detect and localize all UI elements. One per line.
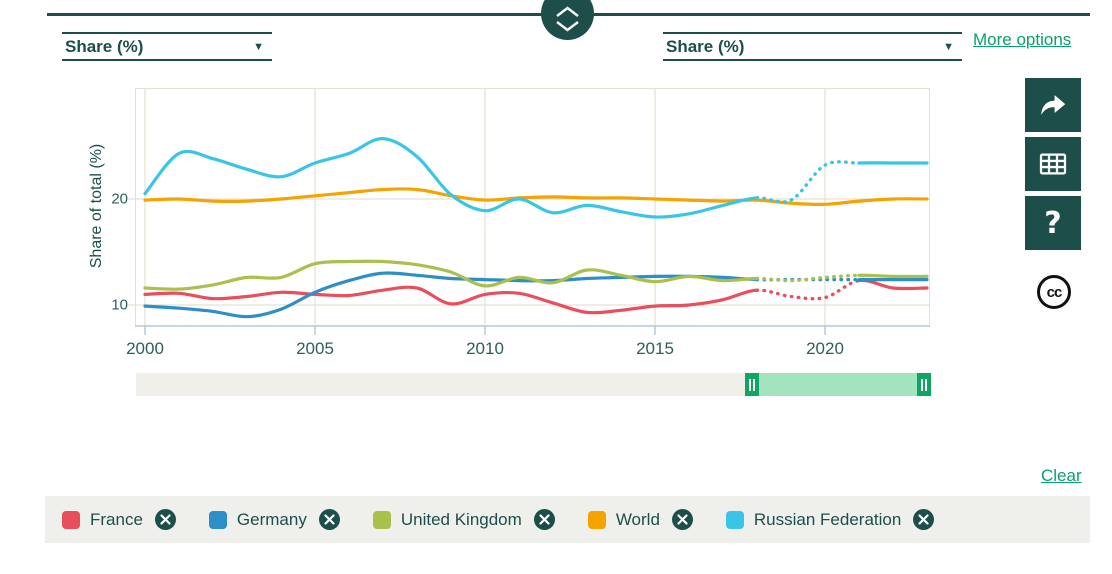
chevron-down-icon: ▼ [943, 40, 954, 53]
close-icon [539, 514, 550, 525]
close-icon [677, 514, 688, 525]
legend-swatch [587, 510, 606, 529]
x-axis-tick-label: 2020 [806, 339, 844, 358]
chevron-up-down-icon [556, 6, 579, 32]
series-line-france[interactable] [143, 285, 759, 315]
legend-swatch [725, 510, 744, 529]
legend-item-world: World [587, 509, 693, 530]
right-unit-select-value: Share (%) [666, 36, 745, 56]
series-line-united-kingdom[interactable] [755, 273, 861, 283]
slider-right-handle[interactable] [917, 373, 931, 396]
legend-item-united-kingdom: United Kingdom [372, 509, 555, 530]
y-axis-tick-label: 20 [111, 190, 128, 208]
legend-remove-button[interactable] [671, 509, 693, 530]
legend-remove-button[interactable] [533, 509, 555, 530]
legend-remove-button[interactable] [913, 509, 935, 530]
series-line-germany[interactable] [143, 271, 759, 319]
right-unit-select[interactable]: Share (%) ▼ [663, 32, 962, 61]
close-icon [160, 514, 171, 525]
slider-left-handle[interactable] [745, 373, 759, 396]
series-line-world[interactable] [143, 187, 929, 206]
legend-label: United Kingdom [400, 509, 522, 529]
close-icon [324, 514, 335, 525]
question-mark-icon: ? [1044, 205, 1062, 241]
legend-item-russian-federation: Russian Federation [725, 509, 935, 530]
left-unit-select[interactable]: Share (%) ▼ [62, 32, 272, 61]
series-line-russian-federation[interactable] [755, 160, 861, 204]
legend-swatch [62, 510, 80, 529]
legend-swatch [372, 510, 391, 529]
slider-selected-range[interactable] [745, 373, 931, 396]
legend-label: Germany [236, 509, 307, 529]
series-line-united-kingdom[interactable] [857, 273, 929, 279]
legend-remove-button[interactable] [154, 509, 176, 530]
chart-plot-area[interactable] [128, 88, 930, 336]
x-axis-tick-label: 2005 [296, 339, 334, 358]
close-icon [918, 514, 929, 525]
table-icon [1039, 153, 1067, 175]
more-options-link[interactable]: More options [973, 30, 1072, 49]
legend-bar: France Germany United Kingdom World Russian … [45, 496, 1090, 543]
chevron-down-icon: ▼ [253, 40, 264, 53]
series-line-russian-federation[interactable] [143, 137, 759, 219]
x-axis-tick-label: 2015 [636, 339, 674, 358]
legend-item-germany: Germany [208, 509, 340, 530]
legend-label: World [615, 509, 660, 529]
legend-label: France [90, 509, 143, 529]
share-arrow-icon [1041, 95, 1066, 115]
legend-remove-button[interactable] [318, 509, 340, 530]
left-unit-select-value: Share (%) [65, 36, 144, 56]
series-line-france[interactable] [755, 278, 861, 301]
y-axis-tick-label: 10 [111, 296, 128, 314]
series-line-united-kingdom[interactable] [143, 259, 759, 291]
share-button[interactable] [1025, 78, 1081, 132]
x-axis-tick-label: 2000 [126, 339, 164, 358]
chart-svg [128, 88, 930, 335]
x-axis-tick-label: 2010 [466, 339, 504, 358]
legend-label: Russian Federation [753, 509, 902, 529]
clear-selection-link[interactable]: Clear [1041, 466, 1082, 485]
legend-swatch [208, 510, 227, 529]
legend-item-france: France [62, 509, 176, 530]
time-range-slider[interactable] [136, 373, 931, 396]
data-table-button[interactable] [1025, 137, 1081, 191]
help-button[interactable]: ? [1025, 196, 1081, 250]
creative-commons-icon[interactable]: cc [1037, 275, 1071, 309]
series-line-france[interactable] [857, 278, 929, 291]
collapse-chart-button[interactable] [541, 0, 594, 40]
